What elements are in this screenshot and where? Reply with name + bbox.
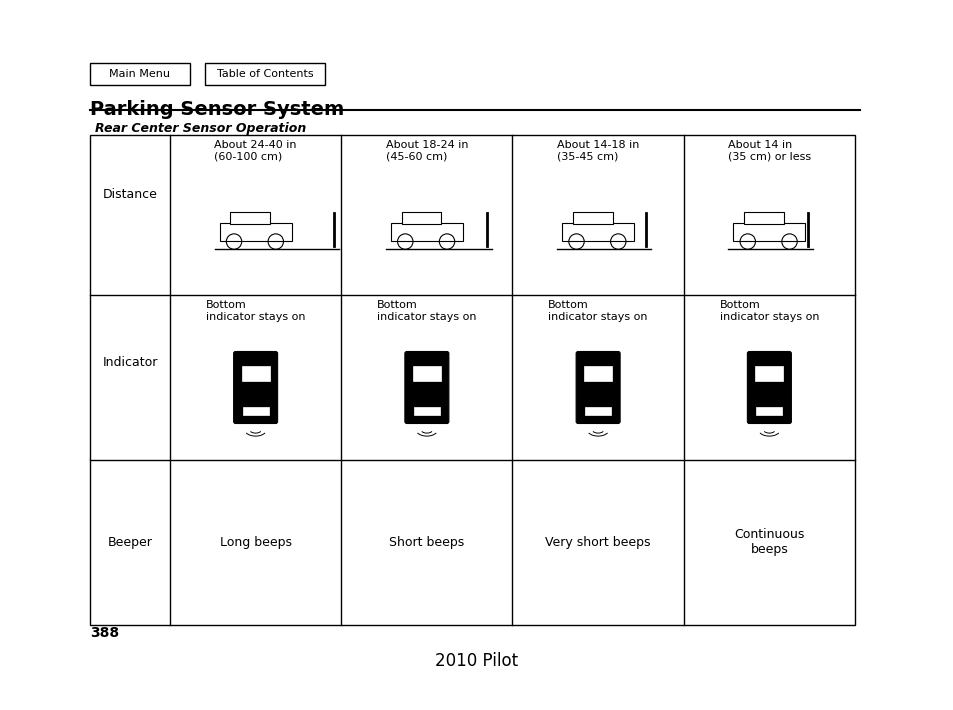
Text: Very short beeps: Very short beeps: [545, 536, 650, 549]
Text: Bottom
indicator stays on: Bottom indicator stays on: [719, 300, 819, 322]
Bar: [401, 212, 441, 224]
Bar: [583, 366, 612, 381]
Bar: [90, 63, 190, 85]
Bar: [205, 63, 325, 85]
Bar: [414, 407, 439, 415]
Text: Rear Center Sensor Operation: Rear Center Sensor Operation: [95, 122, 306, 135]
Text: About 14-18 in
(35-45 cm): About 14-18 in (35-45 cm): [557, 140, 639, 162]
Text: Indicator: Indicator: [102, 356, 157, 369]
Bar: [756, 407, 781, 415]
Bar: [90, 135, 854, 625]
Text: Table of Contents: Table of Contents: [216, 69, 313, 79]
FancyBboxPatch shape: [746, 351, 791, 423]
Bar: [231, 212, 270, 224]
FancyBboxPatch shape: [233, 351, 277, 423]
Text: Parking Sensor System: Parking Sensor System: [90, 100, 344, 119]
Bar: [755, 366, 782, 381]
Bar: [219, 224, 292, 241]
Text: Bottom
indicator stays on: Bottom indicator stays on: [376, 300, 476, 322]
Bar: [743, 212, 783, 224]
FancyBboxPatch shape: [576, 351, 619, 423]
FancyBboxPatch shape: [404, 351, 449, 423]
Text: Beeper: Beeper: [108, 536, 152, 549]
Bar: [241, 366, 270, 381]
Text: 388: 388: [90, 626, 119, 640]
Bar: [242, 407, 269, 415]
Bar: [573, 212, 612, 224]
Text: Bottom
indicator stays on: Bottom indicator stays on: [206, 300, 305, 322]
Text: Long beeps: Long beeps: [219, 536, 292, 549]
Text: About 24-40 in
(60-100 cm): About 24-40 in (60-100 cm): [214, 140, 296, 162]
Bar: [584, 407, 611, 415]
Bar: [391, 224, 462, 241]
Text: Distance: Distance: [103, 188, 157, 202]
Text: Short beeps: Short beeps: [389, 536, 464, 549]
Text: About 18-24 in
(45-60 cm): About 18-24 in (45-60 cm): [385, 140, 468, 162]
Text: Bottom
indicator stays on: Bottom indicator stays on: [548, 300, 647, 322]
Bar: [733, 224, 804, 241]
Text: Continuous
beeps: Continuous beeps: [734, 528, 803, 557]
Bar: [561, 224, 634, 241]
Text: Main Menu: Main Menu: [110, 69, 171, 79]
Text: About 14 in
(35 cm) or less: About 14 in (35 cm) or less: [727, 140, 810, 162]
Text: 2010 Pilot: 2010 Pilot: [435, 652, 518, 670]
Bar: [413, 366, 440, 381]
